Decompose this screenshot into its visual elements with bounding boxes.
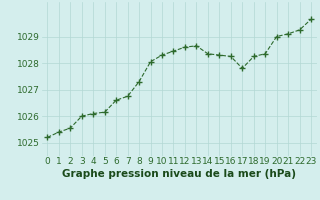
X-axis label: Graphe pression niveau de la mer (hPa): Graphe pression niveau de la mer (hPa) — [62, 169, 296, 179]
